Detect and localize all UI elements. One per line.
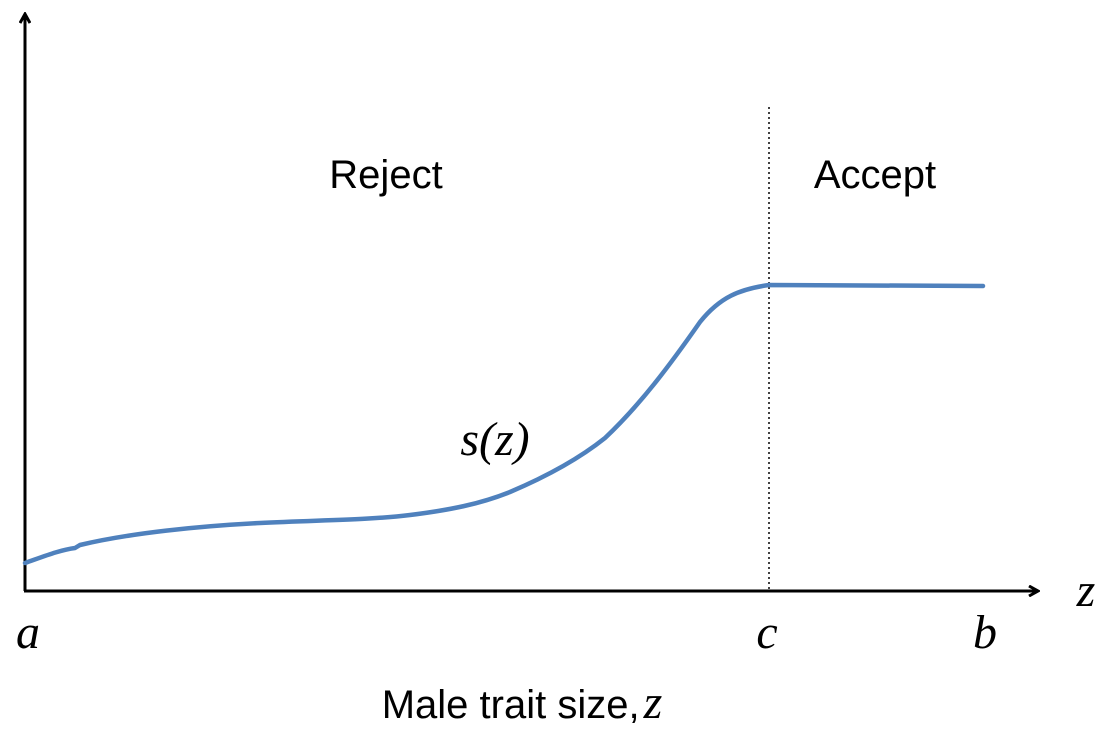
point-label: a (16, 606, 40, 659)
x-axis-var: z (643, 676, 663, 729)
curve-label: s(z) (460, 413, 529, 466)
point-label: c (756, 606, 777, 659)
region-label: Accept (814, 153, 936, 197)
s-curve (22, 282, 986, 566)
x-axis-title: Male trait size, z (382, 676, 663, 729)
axis-end-label: z (1076, 564, 1096, 617)
point-label: b (973, 606, 997, 659)
x-axis-label: Male trait size, (382, 683, 640, 727)
region-label: Reject (329, 153, 442, 197)
